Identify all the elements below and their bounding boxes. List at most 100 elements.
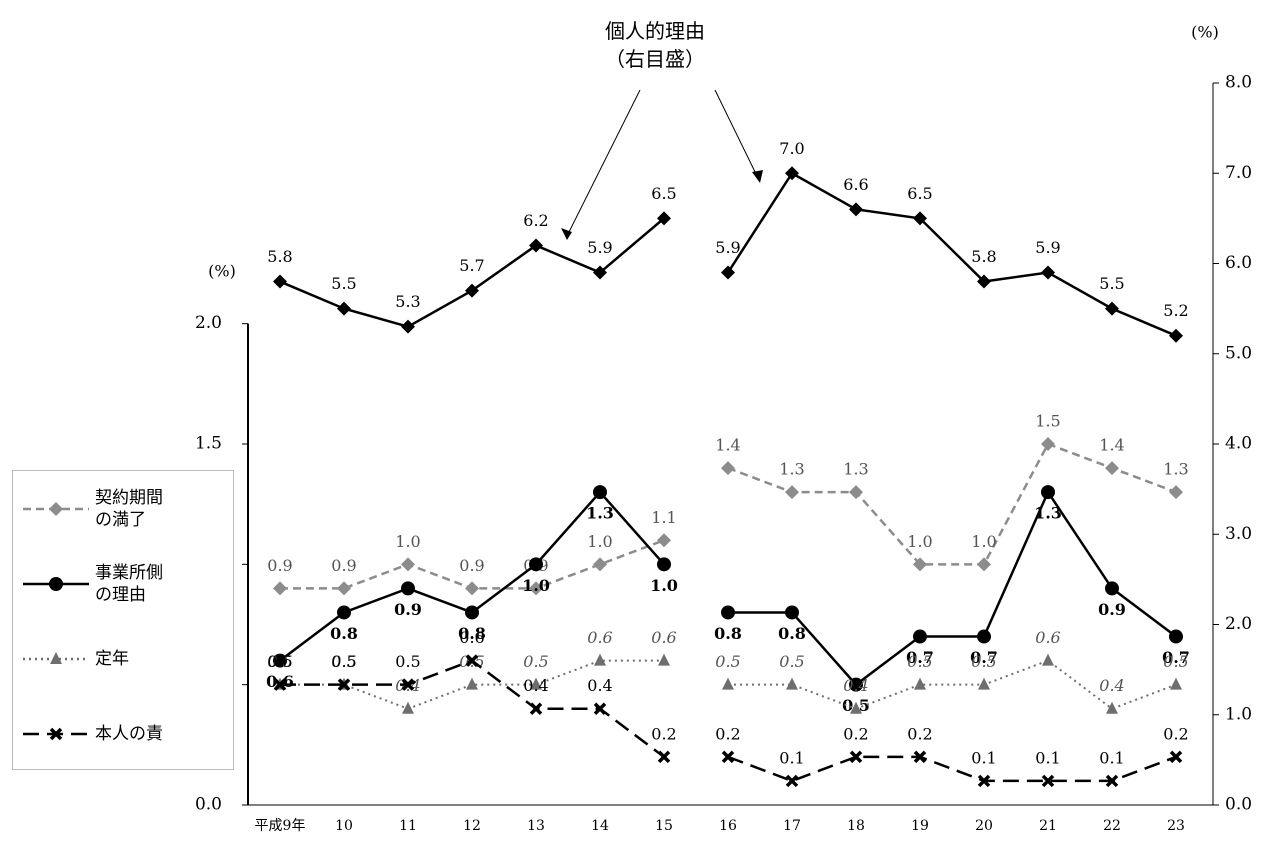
data-label: 6.6	[843, 175, 868, 194]
series-line	[280, 659, 665, 758]
series-line	[727, 755, 1177, 783]
y2-tick-label: 5.0	[1225, 343, 1252, 363]
marker	[785, 774, 799, 788]
data-label: 0.5	[907, 652, 932, 671]
marker	[977, 774, 991, 788]
data-label: 1.4	[715, 436, 740, 455]
data-label: 0.5	[1163, 652, 1188, 671]
data-label: 0.4	[1099, 676, 1124, 695]
data-label: 7.0	[779, 139, 804, 158]
data-label: 0.9	[267, 556, 292, 575]
data-label: 0.2	[907, 724, 932, 743]
data-label: 0.1	[971, 748, 996, 767]
marker	[401, 678, 415, 691]
x-tick-label: 23	[1167, 818, 1185, 834]
data-label: 0.4	[843, 676, 868, 695]
marker	[850, 701, 862, 714]
data-label: 0.7	[906, 648, 934, 667]
marker	[785, 166, 799, 181]
data-label: 0.5	[715, 652, 740, 671]
annotation: 個人的理由（右目盛）	[605, 19, 705, 71]
marker	[913, 629, 927, 644]
x-tick-label: 15	[655, 818, 673, 834]
marker	[337, 581, 351, 596]
marker	[337, 605, 351, 620]
marker	[273, 678, 287, 691]
x-tick-label: 14	[591, 818, 609, 834]
marker	[1042, 653, 1054, 666]
x-tick-label: 12	[463, 818, 481, 834]
y2-tick-label: 3.0	[1225, 524, 1252, 544]
data-label: 1.1	[651, 508, 676, 527]
data-label: 1.4	[1099, 436, 1124, 455]
marker	[1169, 328, 1183, 343]
x-tick-label: 21	[1039, 818, 1057, 834]
data-label: 5.5	[1099, 274, 1124, 293]
data-label: 5.8	[267, 247, 292, 266]
data-label: 1.0	[522, 576, 550, 595]
legend-swatch	[23, 651, 89, 664]
x-tick-label: 10	[335, 818, 353, 834]
legend: 契約期間 の満了 事業所側 の理由定年本人の責	[12, 470, 234, 770]
marker	[273, 581, 287, 596]
marker	[785, 485, 799, 500]
data-label: 0.5	[523, 652, 548, 671]
data-label: 0.5	[779, 652, 804, 671]
marker	[657, 557, 671, 572]
marker	[786, 677, 798, 690]
legend-label: 定年	[95, 648, 129, 669]
data-label: 6.5	[907, 184, 932, 203]
data-label: 0.9	[394, 600, 422, 619]
data-label: 1.3	[779, 460, 804, 479]
marker	[849, 485, 863, 500]
marker	[1041, 437, 1055, 451]
marker	[1041, 774, 1055, 788]
marker	[593, 557, 607, 572]
series-line	[726, 171, 1177, 337]
marker	[657, 533, 671, 548]
marker	[594, 653, 606, 666]
x-tick-label: 18	[847, 818, 865, 834]
marker	[913, 557, 927, 572]
marker	[530, 677, 542, 690]
marker	[657, 211, 671, 226]
data-label: 1.0	[650, 576, 678, 595]
marker	[529, 702, 543, 715]
data-label: 0.8	[778, 624, 806, 643]
data-label: 0.5	[395, 652, 420, 671]
x-tick-label: 22	[1103, 818, 1121, 834]
marker	[465, 581, 479, 596]
data-label: 5.7	[459, 256, 484, 275]
marker	[977, 274, 991, 289]
data-label: 0.8	[330, 624, 358, 643]
legend-item: 事業所側 の理由	[13, 546, 233, 621]
legend-item: 契約期間 の満了	[13, 471, 233, 546]
marker	[849, 750, 863, 764]
data-label: 5.2	[1163, 301, 1188, 320]
data-label: 6.2	[523, 211, 548, 230]
marker	[273, 653, 287, 668]
data-label: 0.2	[651, 724, 676, 743]
data-label: 1.3	[843, 460, 868, 479]
y2-tick-label: 7.0	[1225, 163, 1252, 183]
legend-item: 本人の責	[13, 696, 233, 771]
legend-label: 本人の責	[95, 723, 163, 744]
data-label: 0.8	[458, 624, 486, 643]
y2-tick-label: 0.0	[1225, 795, 1252, 815]
marker	[1106, 701, 1118, 714]
data-label: 0.5	[267, 652, 292, 671]
data-label: 1.0	[971, 532, 996, 551]
marker	[977, 557, 991, 572]
marker	[1105, 301, 1119, 316]
marker	[529, 581, 543, 596]
marker	[401, 319, 415, 334]
data-label: 0.5	[267, 652, 292, 671]
marker	[658, 653, 670, 666]
annotation-arrow	[714, 89, 759, 179]
marker	[465, 605, 479, 620]
data-label: 5.5	[331, 274, 356, 293]
marker	[593, 265, 607, 280]
data-label: 1.0	[587, 532, 612, 551]
